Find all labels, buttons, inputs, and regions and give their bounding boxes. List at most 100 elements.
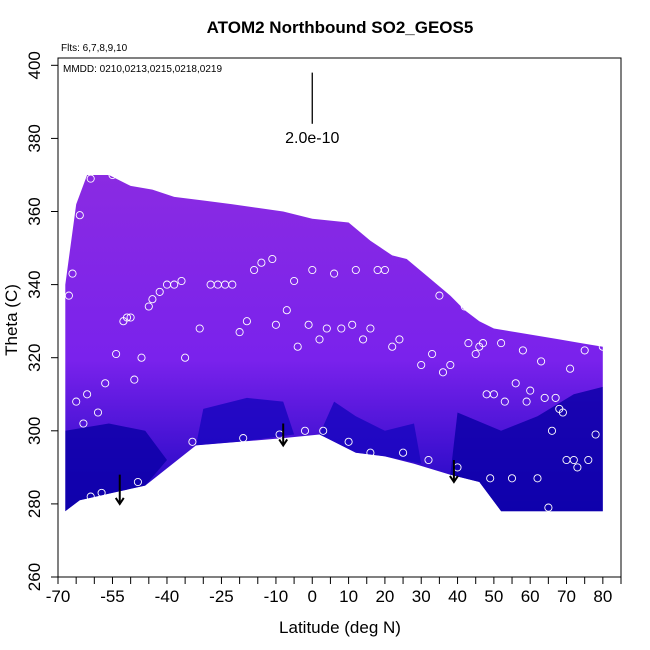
y-tick-label: 380 <box>25 124 44 152</box>
observation-point <box>112 349 121 359</box>
observation-point <box>330 269 339 278</box>
observation-point <box>395 335 404 344</box>
observation-point <box>319 426 328 435</box>
observation-point <box>155 287 164 296</box>
heatmap-layer <box>65 175 603 512</box>
observation-point <box>242 317 251 326</box>
dates-note: MMDD: 0210,0213,0215,0218,0219 <box>63 64 222 75</box>
observation-point <box>300 426 310 435</box>
observation-point <box>409 254 419 264</box>
observation-point <box>228 280 237 289</box>
observation-point <box>195 324 204 333</box>
y-tick-label: 320 <box>25 344 44 372</box>
observation-point <box>478 339 488 348</box>
observation-point <box>315 335 324 344</box>
observation-point <box>101 379 110 388</box>
x-tick-label: 20 <box>375 587 394 606</box>
observation-point <box>293 342 302 351</box>
observation-point <box>507 474 517 483</box>
observation-point <box>75 211 84 220</box>
observation-point <box>388 342 397 351</box>
observation-point <box>68 269 77 278</box>
observation-point <box>580 346 589 355</box>
y-tick-label: 260 <box>25 563 44 591</box>
observation-point <box>573 463 582 472</box>
x-tick-label: -10 <box>264 587 289 606</box>
observation-point <box>486 474 495 483</box>
observation-point <box>489 390 498 399</box>
plot-frame <box>57 57 622 578</box>
observation-point <box>86 492 95 501</box>
y-axis-label: Theta (C) <box>2 284 21 356</box>
x-tick-label: 50 <box>484 587 503 606</box>
observation-point <box>93 408 103 417</box>
observation-point <box>137 353 146 362</box>
observation-point <box>558 408 567 417</box>
observation-point <box>282 306 291 315</box>
x-axis: -70 -55 -40 -25 -10 0 10 20 30 40 50 60 70 80 <box>46 577 622 606</box>
low-value-region <box>319 401 422 464</box>
observation-point <box>133 477 142 487</box>
observation-point <box>271 320 280 329</box>
observation-point <box>79 419 88 428</box>
observation-point <box>235 328 244 337</box>
observation-point <box>500 397 509 406</box>
observation-point <box>130 375 139 384</box>
observation-point <box>399 448 408 457</box>
observation-point <box>359 335 368 344</box>
observation-point <box>170 280 179 289</box>
observation-point <box>268 254 277 264</box>
observation-point <box>304 320 313 329</box>
y-axis: 260 280 300 320 340 360 380 400 <box>25 51 58 591</box>
observation-point <box>438 368 448 377</box>
low-value-region <box>450 386 603 512</box>
y-tick-label: 360 <box>25 197 44 225</box>
x-axis-label: Latitude (deg N) <box>279 618 401 637</box>
observation-point <box>540 393 549 402</box>
observation-point <box>257 258 266 267</box>
observation-point <box>348 320 357 329</box>
low-value-regions <box>65 386 603 512</box>
observation-point <box>64 291 73 300</box>
observation-point <box>533 474 542 483</box>
y-tick-label: 300 <box>25 417 44 445</box>
observation-point <box>239 434 248 443</box>
observation-point <box>188 437 197 446</box>
observation-point <box>424 455 433 465</box>
down-arrow-icon <box>114 474 125 506</box>
observation-point <box>537 357 546 366</box>
observation-point <box>566 364 575 373</box>
observation-point <box>97 488 106 497</box>
observation-point <box>126 313 135 322</box>
observation-point <box>584 455 593 465</box>
observation-point <box>460 302 469 311</box>
observation-point <box>464 339 473 348</box>
x-tick-label: 70 <box>557 587 576 606</box>
observation-point <box>290 276 299 286</box>
down-arrow-icon <box>449 460 459 484</box>
observation-point <box>435 291 444 300</box>
observation-point <box>551 393 560 402</box>
observation-point <box>86 174 95 183</box>
x-tick-label: 80 <box>593 587 612 606</box>
observation-point <box>322 324 331 333</box>
observation-point <box>351 265 360 275</box>
observation-markers <box>64 170 607 512</box>
observation-point <box>144 302 153 311</box>
chart-title: ATOM2 Northbound SO2_GEOS5 <box>207 18 474 37</box>
observation-point <box>511 379 520 388</box>
observation-point <box>308 265 317 275</box>
y-tick-label: 340 <box>25 270 44 298</box>
observation-point <box>177 276 186 286</box>
observation-point <box>526 386 535 395</box>
observation-point <box>428 349 437 359</box>
x-tick-label: 30 <box>412 587 431 606</box>
x-tick-label: 40 <box>448 587 467 606</box>
observation-point <box>366 448 375 457</box>
flights-note: Flts: 6,7,8,9,10 <box>61 43 128 54</box>
y-tick-label: 280 <box>25 490 44 518</box>
observation-point <box>518 346 527 355</box>
observation-point <box>569 455 578 465</box>
observation-point <box>598 342 607 351</box>
